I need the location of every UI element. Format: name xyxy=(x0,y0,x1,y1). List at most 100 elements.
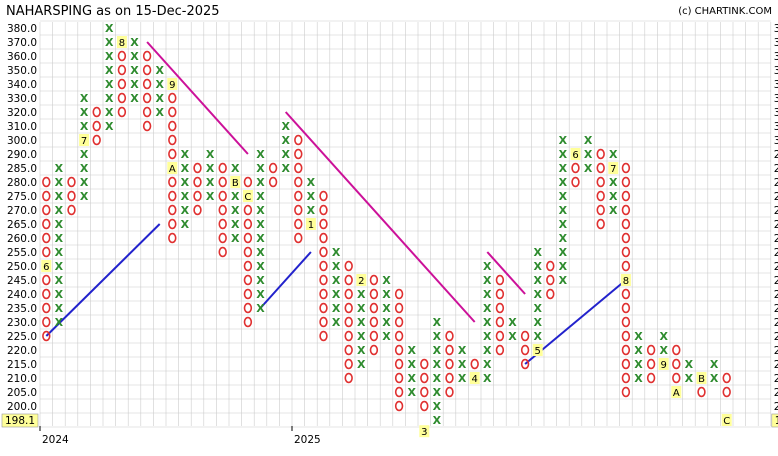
x-box: X xyxy=(105,120,114,133)
x-box: X xyxy=(332,274,341,287)
y-tick-label: 270.0 xyxy=(7,205,37,217)
x-box: X xyxy=(55,162,64,175)
x-box: X xyxy=(559,218,568,231)
x-box: X xyxy=(256,232,265,245)
x-box: X xyxy=(559,134,568,147)
o-box xyxy=(142,78,152,90)
current-price-box xyxy=(771,413,778,428)
x-box: X xyxy=(559,246,568,259)
pnf-column: XX xyxy=(685,358,694,385)
y-tick-label: 230.0 xyxy=(774,317,778,329)
pnf-column xyxy=(193,162,202,216)
x-box: X xyxy=(281,134,290,147)
y-tick-label: 245.0 xyxy=(7,275,37,287)
x-box: X xyxy=(382,316,391,329)
month-marker-box xyxy=(167,78,178,90)
x-box: X xyxy=(55,302,64,315)
x-box: X xyxy=(458,344,467,357)
x-box: X xyxy=(433,400,442,413)
y-tick-label: 280.0 xyxy=(774,177,778,189)
x-box: X xyxy=(634,344,643,357)
x-box: X xyxy=(130,78,139,91)
month-marker-box xyxy=(570,148,581,160)
o-box xyxy=(596,148,605,160)
x-box: X xyxy=(55,218,64,231)
o-box xyxy=(621,232,631,244)
month-marker-box xyxy=(696,372,707,384)
o-box xyxy=(420,372,429,384)
o-box xyxy=(168,120,177,132)
o-box xyxy=(445,386,454,398)
pnf-column xyxy=(520,330,530,370)
x-box: X xyxy=(357,316,366,329)
y-tick-label: 235.0 xyxy=(774,303,778,315)
o-box xyxy=(168,218,177,230)
o-box xyxy=(495,316,505,328)
o-box xyxy=(344,344,353,356)
x-box: X xyxy=(105,92,114,105)
o-box xyxy=(621,316,631,328)
x-box: X xyxy=(80,148,89,161)
y-axis-right: 380.0 370.0 360.0 350.0 340.0 330.0 320.0 310.0… xyxy=(771,23,778,428)
pnf-column: A xyxy=(671,344,682,399)
o-box xyxy=(520,344,530,356)
x-box: X xyxy=(231,162,240,175)
x-box: X xyxy=(533,288,542,301)
x-box: X xyxy=(710,358,719,371)
pnf-column xyxy=(596,148,605,230)
x-box: X xyxy=(685,372,694,385)
trendline-up xyxy=(259,251,312,309)
o-box xyxy=(117,50,127,62)
x-box: X xyxy=(105,106,114,119)
o-box xyxy=(621,190,631,202)
o-box xyxy=(319,190,328,202)
o-box xyxy=(168,190,177,202)
o-box xyxy=(495,288,505,300)
o-box xyxy=(394,400,404,412)
o-box xyxy=(394,288,404,300)
o-box xyxy=(294,218,303,230)
o-box xyxy=(344,302,353,314)
month-marker: 6 xyxy=(572,150,578,161)
o-box xyxy=(142,106,152,118)
x-box: X xyxy=(685,358,694,371)
month-marker-box xyxy=(305,218,316,230)
y-tick-label: 300.0 xyxy=(7,135,37,147)
o-box xyxy=(495,344,505,356)
y-tick-label: 370.0 xyxy=(774,37,778,49)
y-tick-label: 220.0 xyxy=(774,345,778,357)
y-tick-label: 265.0 xyxy=(774,219,778,231)
y-tick-label: 230.0 xyxy=(7,317,37,329)
y-tick-label: 290.0 xyxy=(7,149,37,161)
pnf-column xyxy=(445,330,454,398)
pnf-column: 6 xyxy=(570,148,581,188)
pnf-column: C xyxy=(721,372,732,427)
o-box xyxy=(420,400,429,412)
o-box xyxy=(294,190,303,202)
o-box xyxy=(168,204,177,216)
x-box: X xyxy=(206,162,215,175)
y-tick-label: 300.0 xyxy=(774,135,778,147)
o-box xyxy=(621,288,631,300)
o-box xyxy=(193,162,202,174)
y-tick-label: 255.0 xyxy=(774,247,778,259)
x-box: X xyxy=(256,190,265,203)
o-box xyxy=(268,176,278,188)
o-box xyxy=(42,190,51,202)
pnf-column xyxy=(495,274,505,356)
grid xyxy=(39,20,772,428)
y-tick-label: 210.0 xyxy=(774,373,778,385)
month-marker: C xyxy=(244,192,251,203)
x-box: X xyxy=(55,246,64,259)
y-tick-label: 275.0 xyxy=(7,191,37,203)
o-box xyxy=(319,330,328,342)
month-marker: 6 xyxy=(43,262,49,273)
o-box xyxy=(243,176,253,188)
x-box: X xyxy=(55,274,64,287)
